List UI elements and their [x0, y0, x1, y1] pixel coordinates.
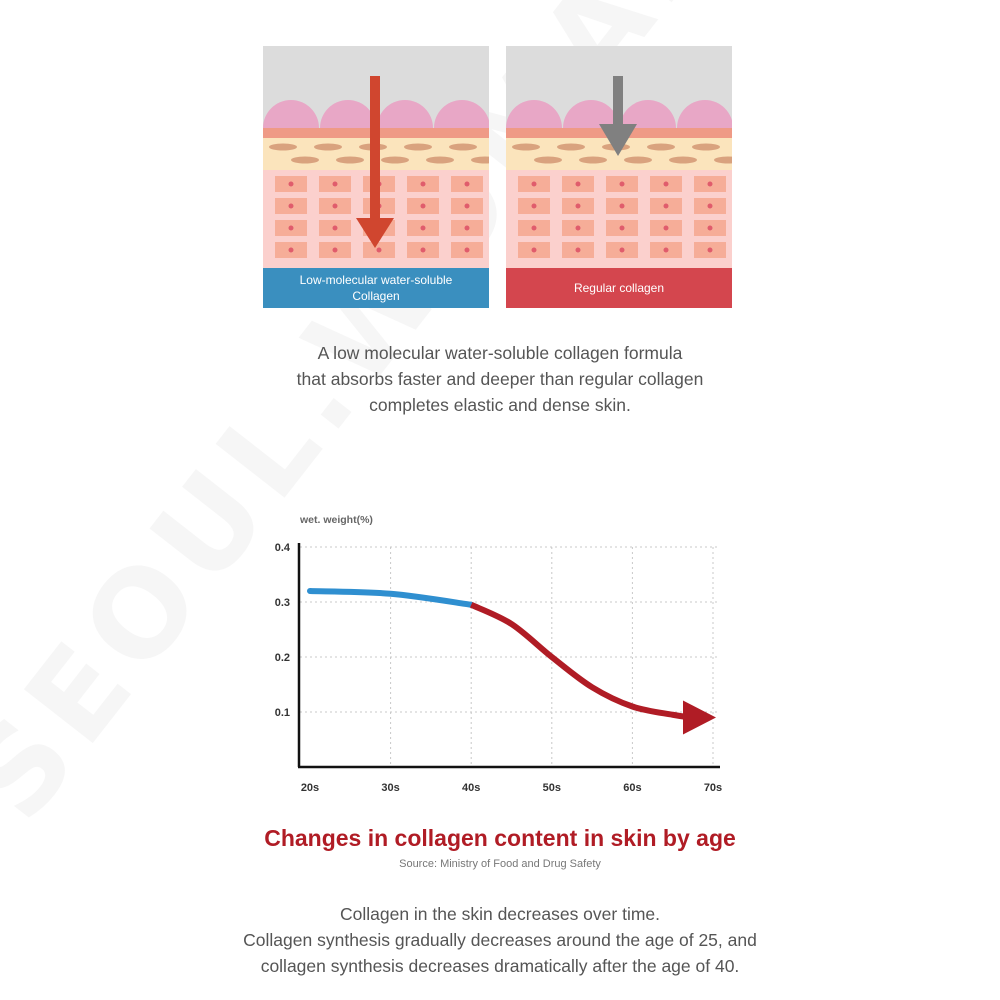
y-tick-label: 0.2 — [275, 652, 290, 664]
skin-panel-low-molecular: Low-molecular water-soluble Collagen — [263, 46, 489, 308]
absorption-caption: A low molecular water-soluble collagen f… — [0, 340, 1000, 418]
arrow-head-icon — [683, 700, 716, 735]
shallow-absorption-arrow-icon — [599, 76, 637, 156]
caption-line: Collagen synthesis gradually decreases a… — [243, 930, 757, 950]
series-line-before-40s — [307, 588, 475, 608]
x-tick-labels: 20s 30s 40s 50s 60s 70s — [301, 782, 722, 794]
x-tick-label: 30s — [381, 782, 399, 794]
x-tick-label: 20s — [301, 782, 319, 794]
caption-line: Collagen in the skin decreases over time… — [339, 904, 661, 924]
panel-label-regular: Regular collagen — [506, 268, 732, 308]
x-tick-label: 40s — [462, 782, 480, 794]
caption-line: completes elastic and dense skin. — [369, 395, 631, 415]
y-tick-labels: 0.4 0.3 0.2 0.1 — [275, 542, 291, 719]
x-tick-label: 50s — [543, 782, 561, 794]
series-group — [307, 588, 716, 735]
skin-layer-illustration — [506, 46, 732, 308]
series-line-after-40s — [469, 602, 692, 721]
decrease-caption: Collagen in the skin decreases over time… — [0, 901, 1000, 979]
skin-panel-regular: Regular collagen — [506, 46, 732, 308]
y-axis-label: wet. weight(%) — [299, 514, 373, 526]
chart-source: Source: Ministry of Food and Drug Safety — [399, 858, 601, 870]
caption-line: collagen synthesis decreases dramaticall… — [260, 956, 740, 976]
caption-line: A low molecular water-soluble collagen f… — [317, 343, 683, 363]
x-tick-label: 60s — [623, 782, 641, 794]
y-tick-label: 0.4 — [275, 542, 291, 554]
y-tick-label: 0.3 — [275, 597, 290, 609]
y-tick-label: 0.1 — [275, 707, 290, 719]
chart-title: Changes in collagen content in skin by a… — [264, 825, 736, 851]
collagen-age-chart: wet. weight(%) 0.4 0.3 0.2 0.1 20s 30s 40s 50s… — [275, 514, 722, 794]
panel-label-low-molecular: Low-molecular water-soluble Collagen — [263, 268, 489, 308]
x-tick-label: 70s — [704, 782, 722, 794]
caption-line: that absorbs faster and deeper than regu… — [296, 369, 704, 389]
chart-grid — [300, 546, 720, 767]
deep-absorption-arrow-icon — [356, 76, 394, 248]
